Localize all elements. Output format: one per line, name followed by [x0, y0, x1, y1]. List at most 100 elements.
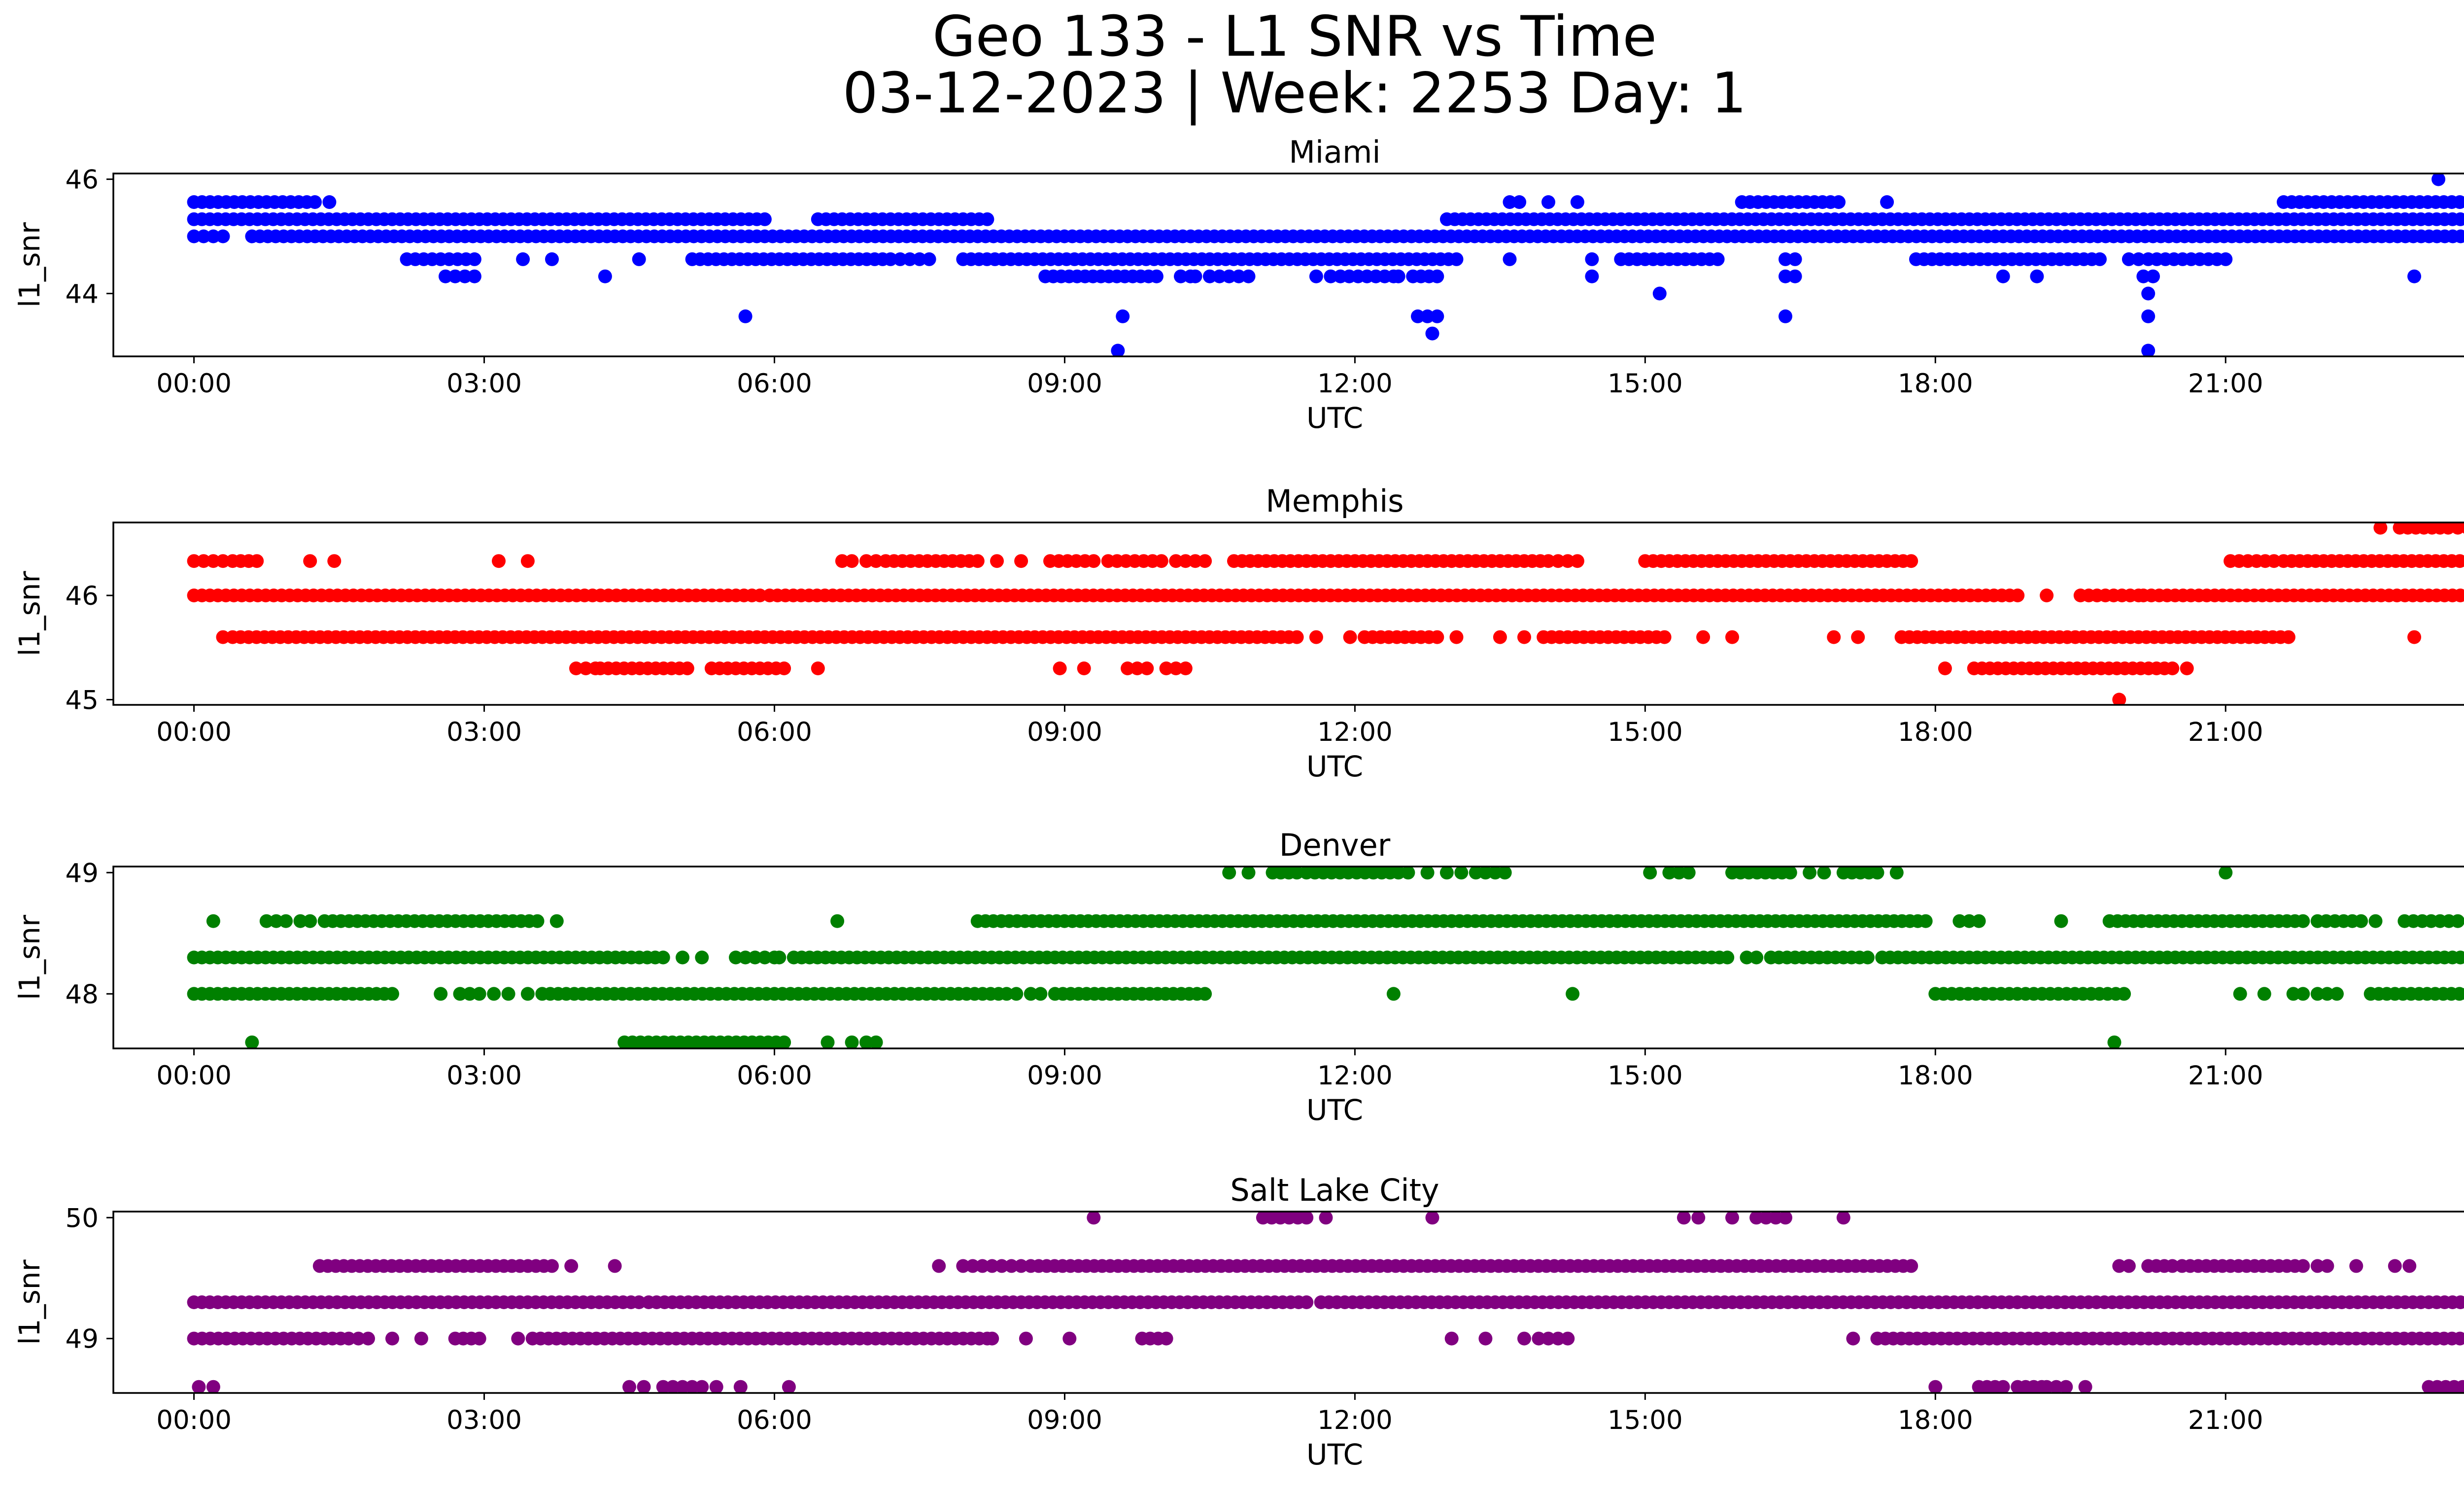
data-point — [2141, 344, 2156, 356]
data-point — [2040, 589, 2054, 602]
data-point — [1860, 950, 1875, 965]
data-point — [757, 212, 772, 226]
data-point — [1962, 914, 1976, 928]
data-point — [250, 554, 264, 568]
scatter-series — [187, 1212, 2464, 1393]
x-tick-label: 21:00 — [2188, 1061, 2263, 1091]
data-point — [1570, 554, 1584, 568]
data-point — [1449, 630, 1464, 644]
data-point — [913, 252, 926, 266]
data-point — [811, 661, 825, 675]
data-point — [922, 252, 936, 266]
data-point — [1014, 1259, 1028, 1273]
data-point — [1880, 195, 1894, 209]
data-point — [1212, 269, 1227, 283]
data-point — [322, 195, 337, 209]
data-point — [2388, 1259, 2402, 1273]
data-point — [1449, 252, 1464, 266]
data-point — [1222, 867, 1236, 880]
data-point — [2078, 1380, 2092, 1393]
data-point — [1425, 326, 1439, 341]
plot-frame — [112, 1211, 2464, 1394]
x-tick-label: 09:00 — [1027, 369, 1102, 399]
data-point — [1681, 867, 1696, 880]
data-point — [2453, 1295, 2464, 1309]
x-axis-label: UTC — [1306, 1093, 1363, 1127]
data-point — [1241, 867, 1256, 880]
data-point — [1779, 252, 1792, 266]
data-point — [869, 554, 883, 568]
data-point — [1803, 867, 1817, 880]
data-point — [1783, 867, 1797, 880]
data-point — [216, 630, 230, 644]
data-point — [1241, 269, 1256, 283]
data-point — [1541, 554, 1555, 568]
x-tick-label: 12:00 — [1317, 369, 1393, 399]
data-point — [859, 554, 873, 568]
data-point — [1188, 554, 1202, 568]
data-point — [1149, 269, 1164, 283]
data-point — [1657, 630, 1672, 644]
data-point — [777, 1035, 791, 1048]
data-point — [1202, 269, 1217, 283]
data-point — [1004, 1259, 1019, 1273]
y-tick-label: 46 — [66, 581, 99, 611]
data-point — [516, 252, 530, 266]
data-point — [1938, 661, 1952, 675]
data-point — [2453, 950, 2464, 965]
data-point — [975, 1259, 990, 1273]
data-point — [1454, 867, 1469, 880]
data-point — [1904, 1259, 1918, 1273]
data-point — [245, 1035, 259, 1048]
data-point — [2059, 1380, 2073, 1393]
x-tick-label: 15:00 — [1608, 717, 1683, 747]
data-point — [467, 269, 481, 283]
data-point — [622, 1380, 636, 1393]
data-point — [361, 1331, 375, 1346]
data-point — [632, 1295, 646, 1309]
data-point — [738, 950, 753, 965]
data-point — [2461, 590, 2464, 601]
data-point — [308, 195, 322, 209]
data-point — [680, 661, 694, 675]
data-point — [472, 1331, 486, 1346]
data-point — [303, 914, 317, 928]
data-point — [1430, 269, 1444, 283]
data-point — [1870, 867, 1884, 880]
data-point — [2233, 987, 2247, 1001]
data-point — [999, 987, 1014, 1001]
x-tick-label: 21:00 — [2188, 717, 2263, 747]
data-point — [1918, 914, 1933, 928]
x-tick-label: 09:00 — [1027, 717, 1102, 747]
data-point — [1174, 269, 1188, 283]
data-point — [748, 950, 762, 965]
data-point — [1198, 554, 1212, 568]
data-point — [1551, 1331, 1565, 1346]
data-point — [2461, 1297, 2464, 1308]
data-point — [965, 1259, 980, 1273]
data-point — [729, 950, 743, 965]
subplot-miami: 00:00 03:00 06:00 09:00 12:00 15:00 18:00 21:00… — [13, 134, 2464, 435]
data-point — [303, 554, 317, 568]
data-point — [2141, 286, 2156, 301]
data-point — [492, 554, 506, 568]
data-point — [1517, 1331, 1531, 1346]
data-point — [695, 1380, 709, 1393]
scatter-series — [187, 174, 2464, 356]
data-point — [1696, 630, 1711, 644]
data-point — [1725, 630, 1739, 644]
data-point — [757, 950, 772, 965]
plot-frame — [112, 173, 2464, 357]
x-tick-label: 09:00 — [1027, 1405, 1102, 1435]
data-point — [458, 269, 472, 283]
data-point — [327, 554, 342, 568]
data-point — [2373, 522, 2388, 535]
data-point — [2407, 630, 2422, 644]
data-point — [206, 1380, 220, 1393]
data-point — [1972, 914, 1986, 928]
y-axis-label: l1_snr — [13, 915, 46, 1000]
data-point — [2461, 1333, 2464, 1345]
y-tick-label: 46 — [66, 165, 99, 195]
data-point — [1178, 554, 1193, 568]
